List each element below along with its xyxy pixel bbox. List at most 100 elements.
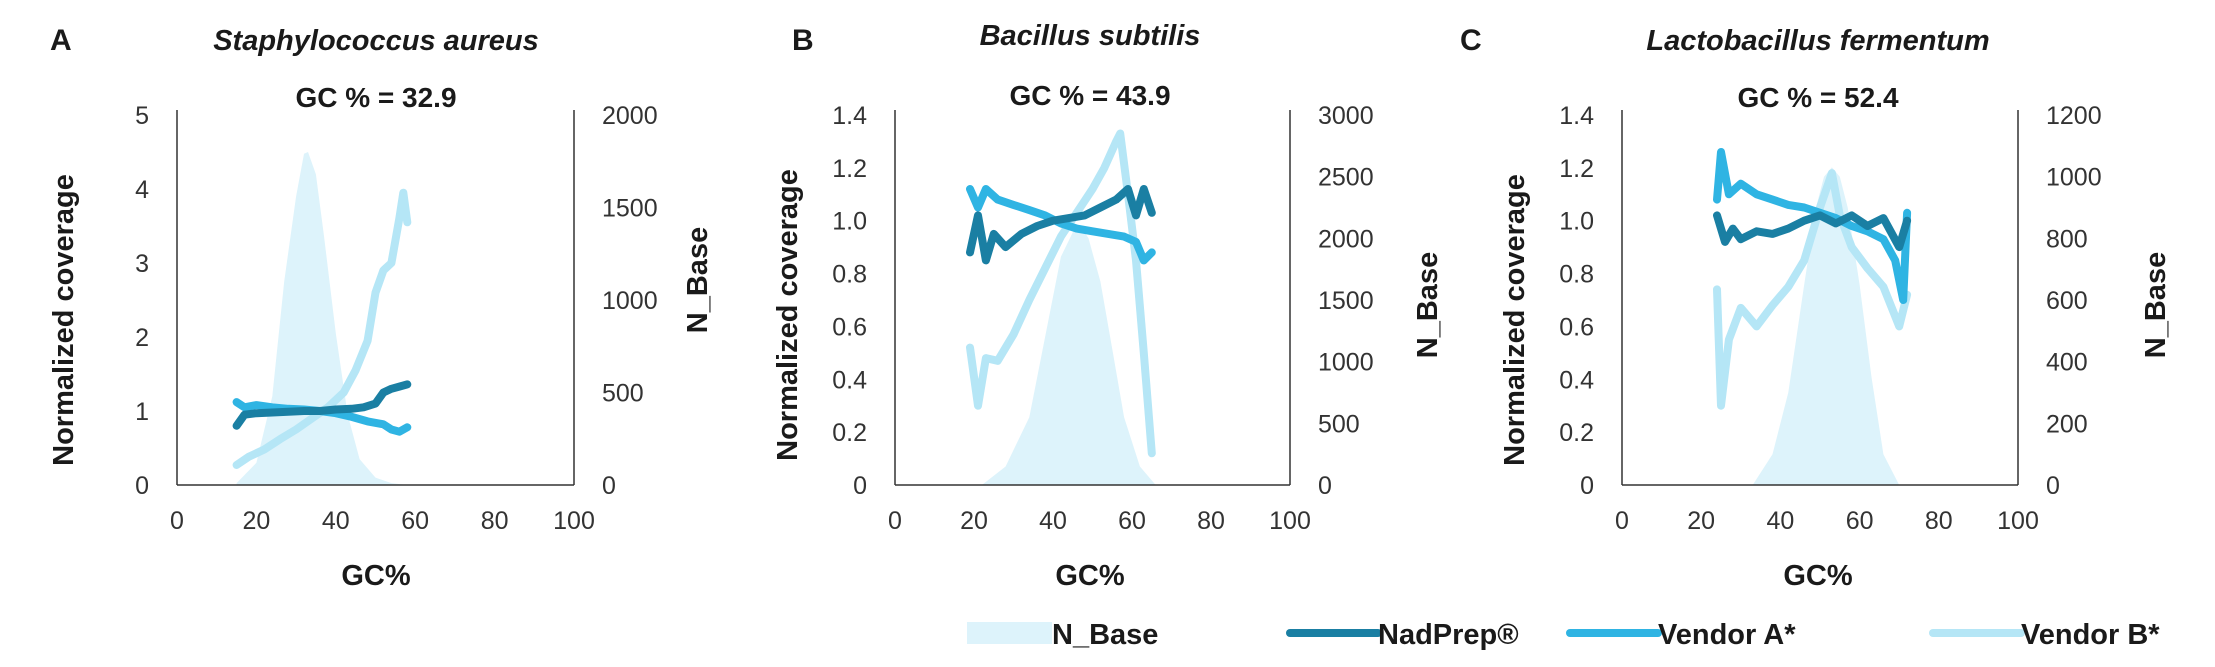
- y2-tick-label: 1000: [1318, 349, 1374, 377]
- series-area-n-base: [236, 152, 408, 485]
- series-line-vendor-b: [1713, 169, 1912, 410]
- y-tick-label: 5: [135, 102, 149, 130]
- plot-area: 00.20.40.60.81.01.21.4050010001500200025…: [832, 102, 1373, 535]
- y-tick-label: 1.0: [832, 208, 867, 236]
- panel-letter: B: [792, 24, 814, 57]
- x-tick-label: 40: [1766, 507, 1794, 535]
- y-tick-label: 0.8: [1559, 261, 1594, 289]
- x-tick-label: 80: [1925, 507, 1953, 535]
- series-line-vendor-a: [1713, 148, 1912, 304]
- y2-tick-label: 800: [2046, 225, 2088, 253]
- y-tick-label: 1.2: [832, 155, 867, 183]
- legend-item-vendor-a: Vendor A*: [1566, 619, 1796, 651]
- panel-c: C Lactobacillus fermentum GC % = 52.4 GC…: [1460, 24, 2172, 592]
- y-tick-label: 0.2: [1559, 419, 1594, 447]
- series-area-n-base: [981, 226, 1156, 485]
- x-tick-label: 40: [1039, 507, 1067, 535]
- y2-tick-label: 3000: [1318, 102, 1374, 130]
- x-tick-label: 60: [1846, 507, 1874, 535]
- x-tick-label: 100: [1997, 507, 2039, 535]
- y2-axis-label: N_Base: [2140, 252, 2172, 358]
- y2-tick-label: 200: [2046, 410, 2088, 438]
- legend-item-vendor-b: Vendor B*: [1929, 619, 2160, 651]
- panel-a: A Staphylococcus aureus GC % = 32.9 GC% …: [48, 24, 714, 592]
- y2-tick-label: 2000: [1318, 225, 1374, 253]
- y-tick-label: 1: [135, 398, 149, 426]
- x-tick-label: 100: [1269, 507, 1311, 535]
- y-tick-label: 0.6: [832, 313, 867, 341]
- y-axis-label: Normalized coverage: [772, 169, 804, 461]
- y-tick-label: 0: [135, 472, 149, 500]
- y2-tick-label: 1500: [602, 195, 658, 223]
- y-tick-label: 1.0: [1559, 208, 1594, 236]
- chart-title: Lactobacillus fermentum: [1646, 25, 1989, 57]
- y-tick-label: 0: [1580, 472, 1594, 500]
- y-tick-label: 0.4: [1559, 366, 1594, 394]
- x-tick-label: 0: [888, 507, 902, 535]
- legend-label: Vendor B*: [2021, 619, 2160, 651]
- y-tick-label: 0: [853, 472, 867, 500]
- legend-item-nadprep: NadPrep®: [1286, 619, 1519, 651]
- panel-b: B Bacillus subtilis GC % = 43.9 GC% Norm…: [772, 20, 1444, 592]
- y2-tick-label: 400: [2046, 349, 2088, 377]
- chart-title: Bacillus subtilis: [980, 20, 1201, 52]
- legend-swatch: [967, 622, 1052, 644]
- legend-item-n-base: N_Base: [967, 619, 1158, 651]
- series-area-n-base: [1752, 167, 1900, 485]
- y-tick-label: 0.8: [832, 261, 867, 289]
- y2-axis-label: N_Base: [682, 227, 714, 333]
- x-tick-label: 20: [960, 507, 988, 535]
- y2-tick-label: 500: [602, 380, 644, 408]
- x-tick-label: 80: [481, 507, 509, 535]
- y-tick-label: 4: [135, 176, 149, 204]
- x-tick-label: 40: [322, 507, 350, 535]
- series-line-nadprep: [966, 185, 1156, 265]
- y-tick-label: 0.4: [832, 366, 867, 394]
- y2-axis-label: N_Base: [1412, 252, 1444, 358]
- panel-letter: A: [50, 24, 72, 57]
- y2-tick-label: 0: [602, 472, 616, 500]
- x-axis-label: GC%: [341, 560, 411, 592]
- legend-label: NadPrep®: [1378, 619, 1519, 651]
- y-axis-label: Normalized coverage: [1499, 174, 1531, 466]
- x-tick-label: 0: [170, 507, 184, 535]
- x-tick-label: 0: [1615, 507, 1629, 535]
- plot-area: 00.20.40.60.81.01.21.4020040060080010001…: [1559, 102, 2101, 535]
- y-axis-label: Normalized coverage: [48, 174, 80, 466]
- x-axis-label: GC%: [1055, 560, 1125, 592]
- x-tick-label: 20: [242, 507, 270, 535]
- y-tick-label: 1.2: [1559, 155, 1594, 183]
- y2-tick-label: 600: [2046, 287, 2088, 315]
- chart-subtitle: GC % = 43.9: [1009, 80, 1170, 111]
- x-tick-label: 20: [1687, 507, 1715, 535]
- y2-tick-label: 0: [1318, 472, 1332, 500]
- series-line-vendor-b: [232, 188, 412, 469]
- y-tick-label: 2: [135, 324, 149, 352]
- x-tick-label: 60: [401, 507, 429, 535]
- y2-tick-label: 2000: [602, 102, 658, 130]
- y2-tick-label: 500: [1318, 410, 1360, 438]
- y-tick-label: 1.4: [832, 102, 867, 130]
- series-line-nadprep: [1713, 211, 1912, 252]
- y2-tick-label: 0: [2046, 472, 2060, 500]
- x-axis-label: GC%: [1783, 560, 1853, 592]
- y-tick-label: 0.6: [1559, 313, 1594, 341]
- chart-subtitle: GC % = 52.4: [1737, 82, 1899, 113]
- legend-label: N_Base: [1052, 619, 1158, 651]
- chart-subtitle: GC % = 32.9: [295, 82, 456, 113]
- plot-area: 0 1 2 3 4 5 0 500 1000 1500 2000 0 20 40 60 80 100: [135, 102, 658, 535]
- y2-tick-label: 1000: [2046, 164, 2102, 192]
- y2-tick-label: 1000: [602, 287, 658, 315]
- x-tick-label: 60: [1118, 507, 1146, 535]
- panel-letter: C: [1460, 24, 1482, 57]
- x-tick-label: 80: [1197, 507, 1225, 535]
- y-tick-label: 0.2: [832, 419, 867, 447]
- series-line-nadprep: [232, 380, 412, 430]
- y-tick-label: 3: [135, 250, 149, 278]
- x-tick-label: 100: [553, 507, 595, 535]
- y2-tick-label: 2500: [1318, 164, 1374, 192]
- y2-tick-label: 1200: [2046, 102, 2102, 130]
- y-tick-label: 1.4: [1559, 102, 1594, 130]
- series-line-vendor-a: [966, 185, 1156, 265]
